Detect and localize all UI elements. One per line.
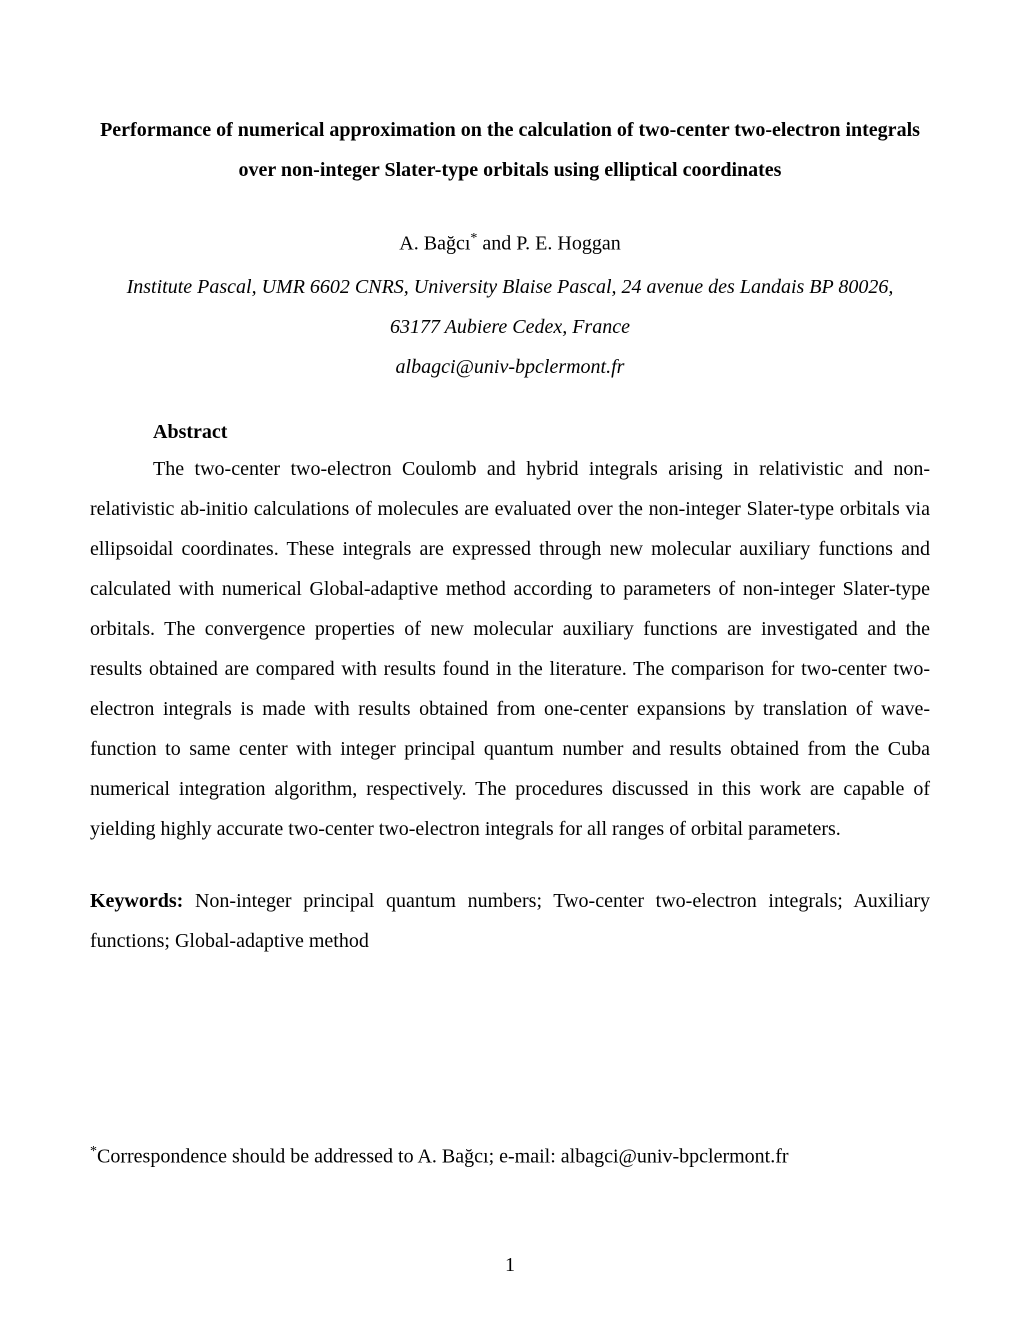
title-line-1: Performance of numerical approximation o… — [100, 119, 920, 141]
correspondence-marker: * — [90, 1144, 97, 1159]
affiliation-email: albagci@univ-bpclermont.fr — [396, 356, 625, 378]
keywords-text: Non-integer principal quantum numbers; T… — [90, 890, 930, 952]
abstract-body: The two-center two-electron Coulomb and … — [90, 449, 930, 849]
correspondence-text: Correspondence should be addressed to A.… — [97, 1145, 789, 1167]
affiliation-line-2: 63177 Aubiere Cedex, France — [390, 316, 630, 338]
authors-line: A. Bağcı* and P. E. Hoggan — [90, 228, 930, 259]
keywords-label: Keywords: — [90, 890, 183, 912]
author-footnote-marker: * — [470, 231, 477, 246]
paper-title: Performance of numerical approximation o… — [90, 110, 930, 190]
page-number: 1 — [0, 1250, 1020, 1280]
title-line-2: over non-integer Slater-type orbitals us… — [239, 159, 782, 181]
keywords-block: Keywords: Non-integer principal quantum … — [90, 881, 930, 961]
affiliation-line-1: Institute Pascal, UMR 6602 CNRS, Univers… — [127, 276, 894, 298]
abstract-heading: Abstract — [153, 417, 930, 447]
correspondence-footnote: *Correspondence should be addressed to A… — [90, 1141, 930, 1172]
affiliation-block: Institute Pascal, UMR 6602 CNRS, Univers… — [90, 267, 930, 387]
